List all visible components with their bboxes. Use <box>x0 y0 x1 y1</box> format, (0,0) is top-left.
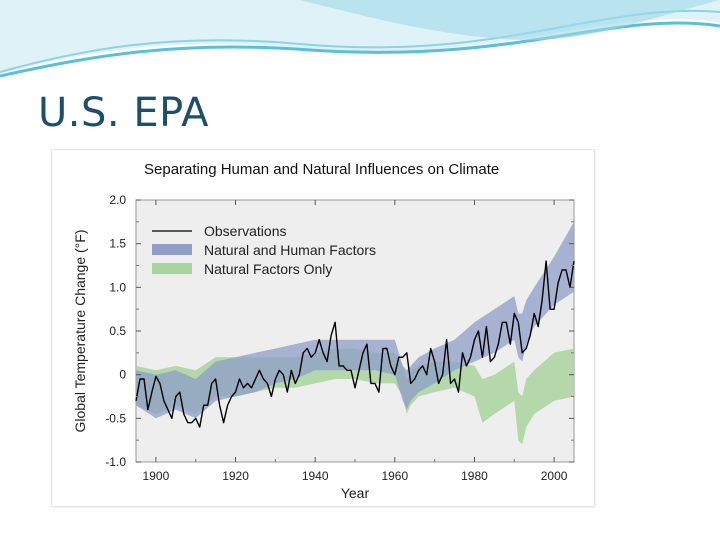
slide-header-wave <box>0 0 720 78</box>
header-wave-dark-stroke <box>0 21 720 78</box>
x-tick-label: 2000 <box>541 469 568 483</box>
band-natural-and-human-factors <box>136 221 574 419</box>
x-axis-title: Year <box>341 485 370 501</box>
bands-layer <box>136 221 574 445</box>
legend-swatch-natural-only <box>152 263 192 274</box>
y-tick-label: 0.5 <box>109 324 126 338</box>
y-tick-label: -1.0 <box>105 455 126 469</box>
observations-layer <box>135 260 575 428</box>
x-tick-label: 1960 <box>381 469 408 483</box>
y-tick-label: 2.0 <box>109 193 126 207</box>
chart-title: Separating Human and Natural Influences … <box>144 161 499 178</box>
legend-label-observations: Observations <box>204 223 286 239</box>
slide-title: U.S. EPA <box>38 90 210 136</box>
y-tick-label: 1.5 <box>109 237 126 251</box>
header-wave-accent <box>300 0 720 41</box>
x-tick-label: 1920 <box>222 469 249 483</box>
legend-label-natural-only: Natural Factors Only <box>204 261 332 277</box>
y-tick-label: 0 <box>119 368 126 382</box>
legend: Observations Natural and Human Factors N… <box>152 223 376 277</box>
y-axis-title: Global Temperature Change (°F) <box>72 230 88 433</box>
legend-swatch-natural-human <box>152 244 192 255</box>
chart-figure: Separating Human and Natural Influences … <box>52 150 594 506</box>
x-tick-label: 1940 <box>302 469 329 483</box>
y-tick-label: 1.0 <box>109 280 126 294</box>
x-tick-label: 1900 <box>143 469 170 483</box>
line-observations <box>135 260 575 428</box>
axes-layer: -1.0 -0.5 0 0.5 1.0 1.5 2.0 1900 1920 1940 1960 198… <box>105 193 574 483</box>
chart-svg: Separating Human and Natural Influences … <box>72 161 575 501</box>
y-tick-label: -0.5 <box>105 411 126 425</box>
legend-label-natural-human: Natural and Human Factors <box>204 242 376 258</box>
x-tick-label: 1980 <box>461 469 488 483</box>
